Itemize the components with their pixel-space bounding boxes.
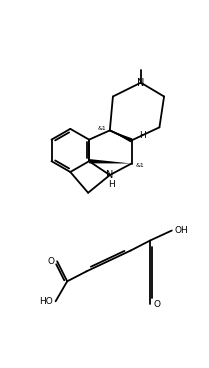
Text: H: H (108, 180, 115, 189)
Text: &1: &1 (135, 163, 144, 167)
Polygon shape (110, 130, 133, 142)
Text: O: O (153, 300, 160, 309)
Text: N: N (106, 170, 113, 180)
Text: O: O (47, 257, 54, 266)
Polygon shape (89, 159, 131, 163)
Text: HO: HO (40, 297, 53, 306)
Text: H: H (139, 131, 146, 139)
Text: &1: &1 (97, 126, 106, 131)
Text: OH: OH (175, 226, 189, 235)
Text: N: N (137, 78, 144, 88)
